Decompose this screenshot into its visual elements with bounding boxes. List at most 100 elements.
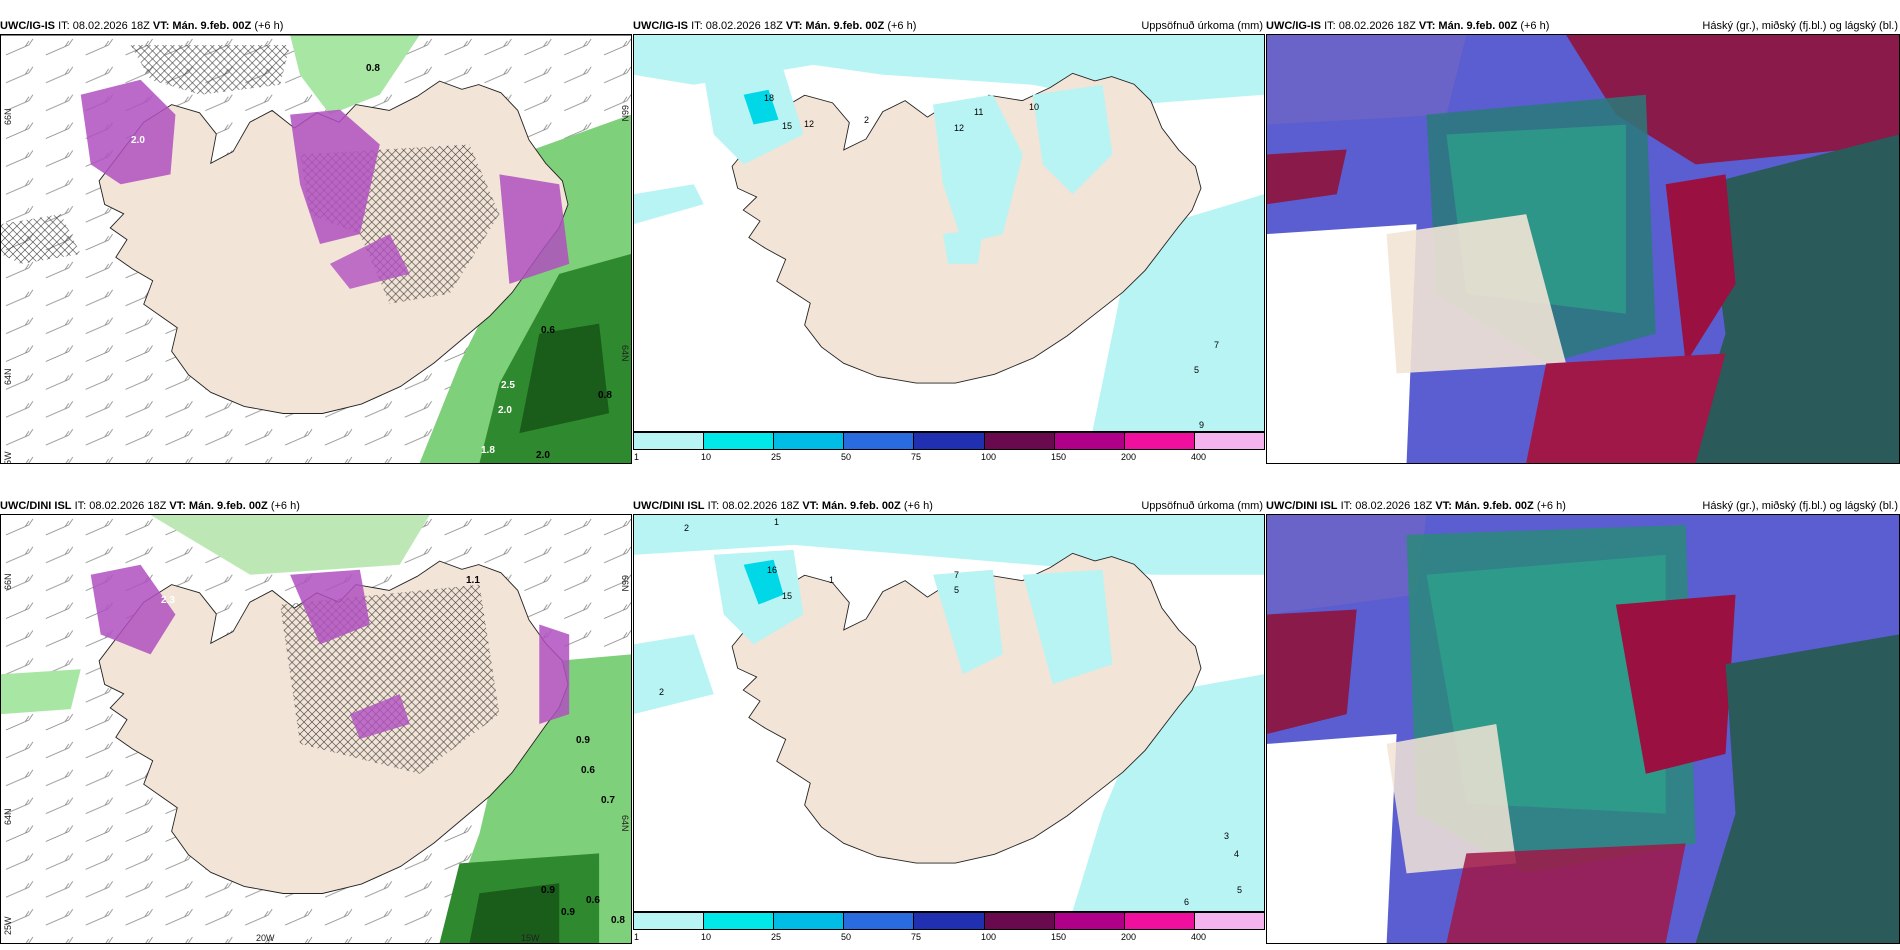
value-label: 2.3 bbox=[161, 595, 175, 606]
tick-label: 1 bbox=[634, 932, 640, 942]
map-area[interactable]: 66N 64N 25W 20W 15W 66N 64N 1.1 2.3 0.9 … bbox=[0, 514, 632, 944]
lat-label: 64N bbox=[620, 815, 630, 832]
value-label: 0.6 bbox=[581, 765, 595, 776]
value-label: 0.6 bbox=[541, 325, 555, 336]
value-label: 0.8 bbox=[611, 915, 625, 926]
value-label: 2 bbox=[659, 687, 665, 697]
value-label: 15 bbox=[782, 121, 793, 131]
colorbar-segment bbox=[1194, 913, 1264, 929]
value-label: 4 bbox=[1234, 849, 1240, 859]
map-area[interactable]: 2 1 16 15 1 2 7 5 3 4 5 6 bbox=[633, 514, 1265, 912]
colorbar-segment bbox=[984, 913, 1055, 929]
colorbar bbox=[633, 432, 1265, 450]
panel-ig-precipitation: UWC/IG-IS IT: 08.02.2026 18Z VT: Mán. 9.… bbox=[633, 18, 1265, 464]
lat-label: 66N bbox=[3, 108, 13, 125]
panel-header: UWC/DINI ISL IT: 08.02.2026 18Z VT: Mán.… bbox=[0, 500, 300, 512]
value-label: 0.8 bbox=[366, 63, 380, 74]
tick-label: 150 bbox=[1051, 452, 1067, 462]
panel-dini-precipitation: UWC/DINI ISL IT: 08.02.2026 18Z VT: Mán.… bbox=[633, 498, 1265, 944]
panel-title: Uppsöfnuð úrkoma (mm) bbox=[1141, 500, 1263, 512]
value-label: 2.0 bbox=[131, 135, 145, 146]
lat-label: 64N bbox=[3, 368, 13, 385]
value-label: 0.9 bbox=[561, 907, 575, 918]
value-label: 5 bbox=[954, 585, 960, 595]
value-label: 9 bbox=[1199, 420, 1205, 430]
value-label: 0.9 bbox=[541, 885, 555, 896]
panel-dini-wind-cloud: UWC/DINI ISL IT: 08.02.2026 18Z VT: Mán.… bbox=[0, 498, 632, 944]
panel-ig-clouds: UWC/IG-IS IT: 08.02.2026 18Z VT: Mán. 9.… bbox=[1266, 18, 1900, 464]
panel-header: UWC/IG-IS IT: 08.02.2026 18Z VT: Mán. 9.… bbox=[1266, 20, 1898, 32]
tick-label: 75 bbox=[911, 452, 922, 462]
panel-title: Háský (gr.), miðský (fj.bl.) og lágský (… bbox=[1702, 20, 1898, 32]
colorbar-segment bbox=[914, 913, 985, 929]
colorbar-segment bbox=[704, 433, 775, 449]
colorbar-segment bbox=[844, 433, 915, 449]
colorbar-ticks: 1 10 25 50 75 100 150 200 400 bbox=[633, 932, 1265, 944]
colorbar-segment bbox=[1124, 433, 1195, 449]
panel-header: UWC/DINI ISL IT: 08.02.2026 18Z VT: Mán.… bbox=[1266, 500, 1898, 512]
value-label: 18 bbox=[764, 93, 775, 103]
colorbar-segment bbox=[844, 913, 915, 929]
tick-label: 10 bbox=[701, 932, 712, 942]
tick-label: 100 bbox=[981, 932, 997, 942]
tick-label: 400 bbox=[1191, 932, 1207, 942]
tick-label: 50 bbox=[841, 452, 852, 462]
panel-header: UWC/DINI ISL IT: 08.02.2026 18Z VT: Mán.… bbox=[633, 500, 1263, 512]
colorbar-ticks: 1 10 25 50 75 100 150 200 400 bbox=[633, 452, 1265, 464]
map-svg bbox=[1267, 515, 1899, 943]
value-label: 2.5 bbox=[501, 380, 515, 391]
value-label: 0.9 bbox=[576, 735, 590, 746]
value-label: 12 bbox=[804, 119, 815, 129]
panel-dini-clouds: UWC/DINI ISL IT: 08.02.2026 18Z VT: Mán.… bbox=[1266, 498, 1900, 944]
colorbar-segment bbox=[1054, 913, 1125, 929]
map-svg bbox=[634, 35, 1264, 431]
lon-label: 20W bbox=[256, 933, 275, 943]
colorbar-segment bbox=[1124, 913, 1195, 929]
map-area[interactable]: 18 15 12 2 12 11 10 7 5 9 bbox=[633, 34, 1265, 432]
lat-label: 66N bbox=[620, 105, 630, 122]
colorbar-segment bbox=[774, 433, 845, 449]
map-area[interactable] bbox=[1266, 34, 1900, 464]
value-label: 10 bbox=[1029, 102, 1040, 112]
lon-label: 15W bbox=[521, 933, 540, 943]
value-label: 6 bbox=[1184, 897, 1190, 907]
value-label: 1.8 bbox=[481, 445, 495, 456]
tick-label: 200 bbox=[1121, 932, 1137, 942]
lat-label: 66N bbox=[3, 573, 13, 590]
value-label: 1 bbox=[774, 517, 780, 527]
lon-label: 25W bbox=[3, 916, 13, 935]
panel-ig-wind-cloud: UWC/IG-IS IT: 08.02.2026 18Z VT: Mán. 9.… bbox=[0, 18, 632, 464]
value-label: 7 bbox=[954, 570, 960, 580]
value-label: 1 bbox=[829, 575, 835, 585]
lat-label: 64N bbox=[3, 808, 13, 825]
colorbar-segment bbox=[1194, 433, 1264, 449]
map-svg bbox=[1267, 35, 1899, 463]
panel-title: Háský (gr.), miðský (fj.bl.) og lágský (… bbox=[1702, 500, 1898, 512]
colorbar-segment bbox=[984, 433, 1055, 449]
map-svg bbox=[1, 515, 631, 943]
value-label: 2 bbox=[864, 115, 870, 125]
tick-label: 1 bbox=[634, 452, 640, 462]
tick-label: 150 bbox=[1051, 932, 1067, 942]
colorbar bbox=[633, 912, 1265, 930]
tick-label: 50 bbox=[841, 932, 852, 942]
colorbar-segment bbox=[774, 913, 845, 929]
value-label: 0.7 bbox=[601, 795, 615, 806]
tick-label: 400 bbox=[1191, 452, 1207, 462]
lon-label: 25W bbox=[3, 451, 13, 464]
colorbar-segment bbox=[704, 913, 775, 929]
map-area[interactable] bbox=[1266, 514, 1900, 944]
tick-label: 75 bbox=[911, 932, 922, 942]
tick-label: 100 bbox=[981, 452, 997, 462]
value-label: 0.6 bbox=[586, 895, 600, 906]
tick-label: 25 bbox=[771, 932, 782, 942]
value-label: 7 bbox=[1214, 340, 1220, 350]
value-label: 2 bbox=[684, 523, 690, 533]
value-label: 0.8 bbox=[598, 390, 612, 401]
value-label: 2.0 bbox=[498, 405, 512, 416]
value-label: 11 bbox=[974, 107, 984, 117]
map-area[interactable]: 66N 64N 25W 20W 66N 64N 2.0 0.8 0.6 2.5 … bbox=[0, 34, 632, 464]
colorbar-segment bbox=[634, 913, 705, 929]
panel-header: UWC/IG-IS IT: 08.02.2026 18Z VT: Mán. 9.… bbox=[0, 20, 284, 32]
colorbar-segment bbox=[914, 433, 985, 449]
